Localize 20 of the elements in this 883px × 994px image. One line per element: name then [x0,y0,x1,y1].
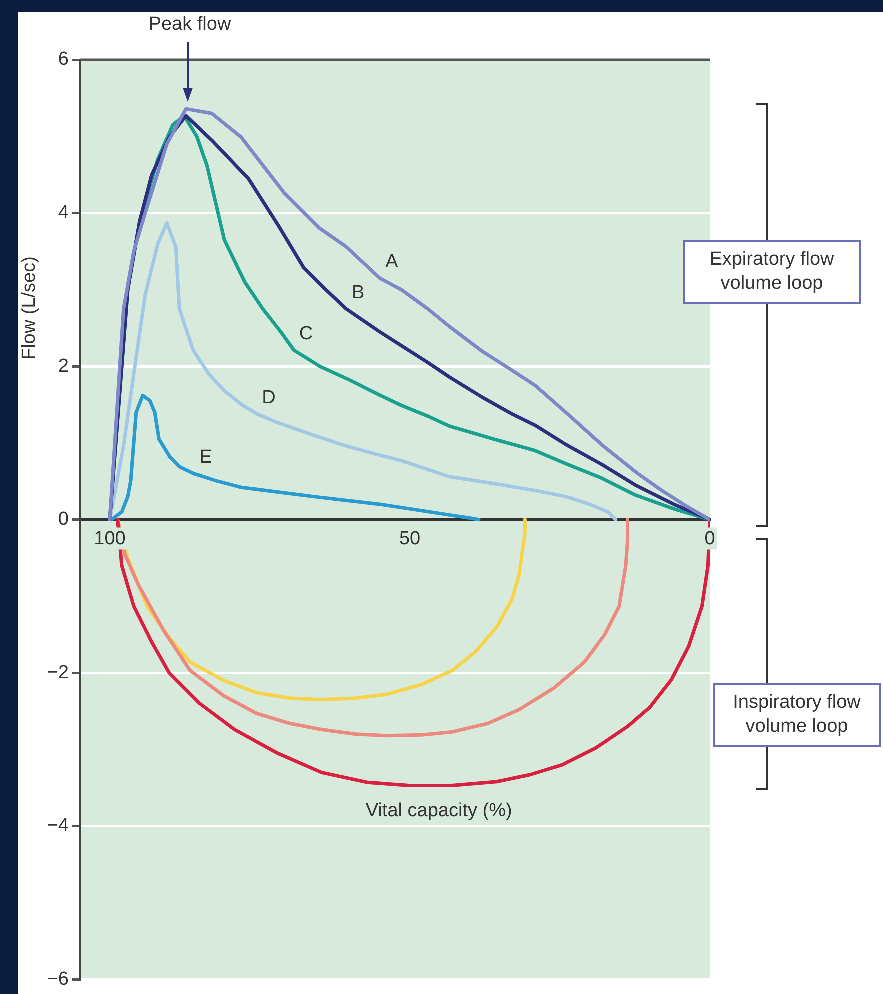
x-tick-label: 100 [94,528,126,550]
x-axis-title: Vital capacity (%) [366,800,512,822]
annotation: Expiratory flow volume loop [683,240,861,304]
x-tick-label: 0 [704,528,716,550]
series-label: C [299,324,314,345]
x-tick-label: 50 [399,528,421,550]
y-tick-label: 4 [58,202,70,224]
y-tick-label: −4 [47,816,70,837]
y-tick-label: 0 [58,509,69,530]
series-label: B [352,282,365,304]
y-tick-label: −6 [47,968,69,990]
series-label: E [200,447,212,468]
text: Inspiratory flow volume loop [713,683,881,747]
series-label: A [386,252,399,273]
y-tick-label: 6 [58,49,69,70]
y-tick-label: −2 [47,662,69,684]
y-tick-label: 2 [58,356,69,377]
series-label: D [262,387,276,408]
text: Peak flow [148,14,232,36]
y-axis-title: Flow (L/sec) [19,256,40,360]
